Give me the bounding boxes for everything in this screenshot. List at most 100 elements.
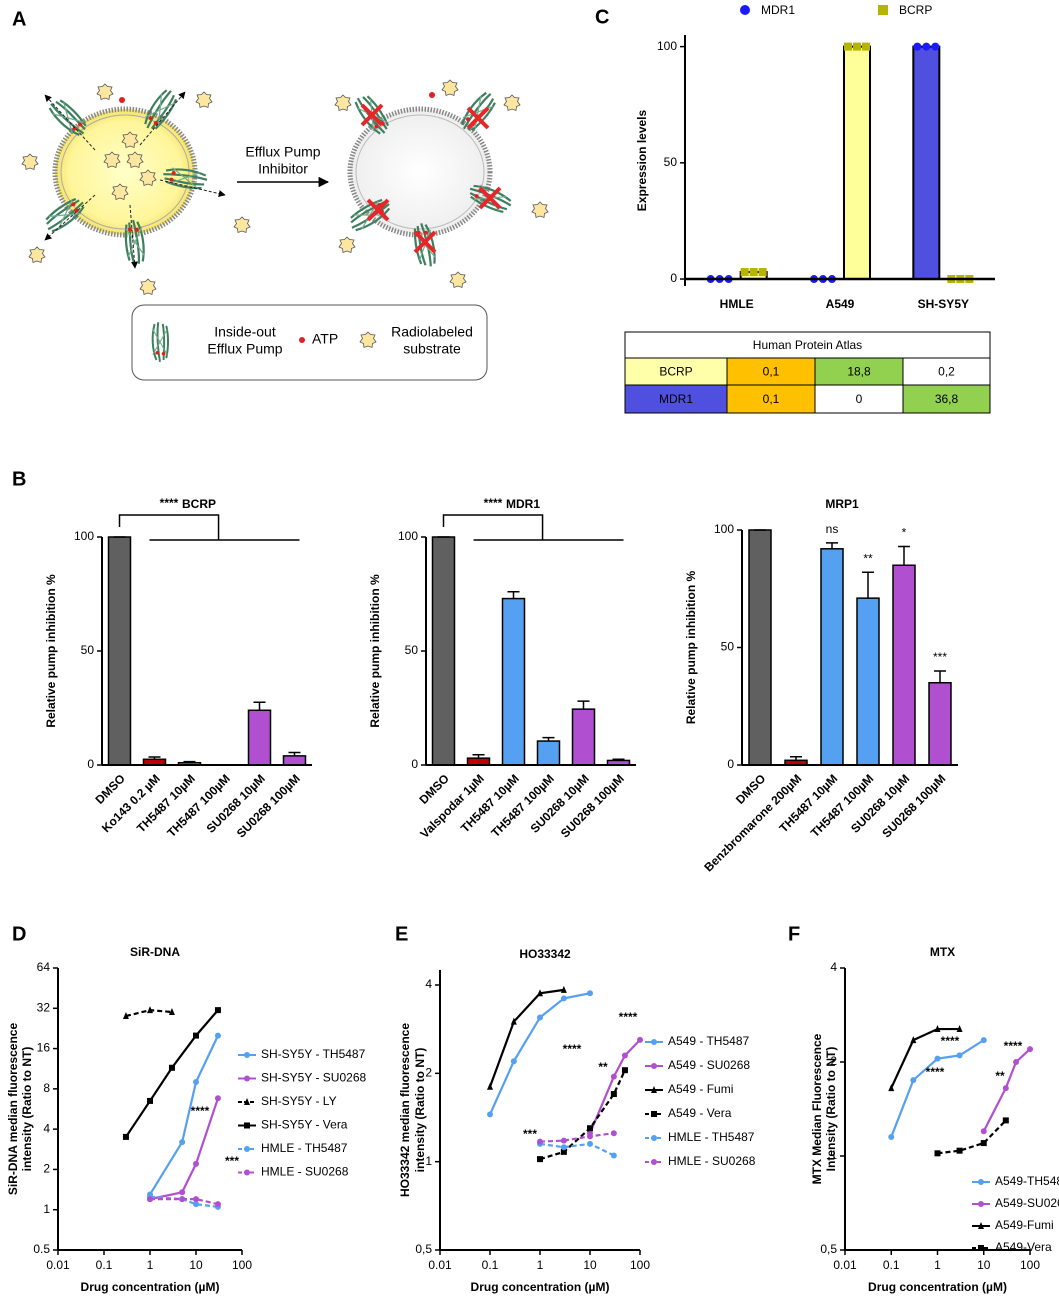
point: [168, 1064, 175, 1071]
legend-label: HMLE - TH5487: [668, 1130, 755, 1144]
point: [214, 1032, 221, 1039]
point: [651, 1135, 657, 1141]
y-axis-label: Expression levels: [635, 109, 649, 211]
x-tick-label: TH5487 100µM: [808, 771, 877, 840]
substrate: [21, 153, 39, 170]
table-cell: [624, 384, 728, 414]
series-line: [149, 1195, 219, 1208]
point: [978, 1222, 984, 1229]
x-tick-label: 100: [232, 1258, 252, 1272]
x-tick-label: 0.1: [482, 1258, 499, 1272]
significance: ***: [225, 1154, 239, 1168]
error-bar: [288, 751, 301, 756]
legend-label: A549 - SU0268: [668, 1058, 750, 1072]
error-bar: [934, 670, 946, 683]
point: [978, 1179, 984, 1185]
legend-box: [131, 304, 488, 381]
panel-letter: F: [788, 923, 800, 945]
table-cell-text: 0,1: [763, 365, 780, 379]
table-cell: [814, 384, 904, 414]
legend-text: substrate: [403, 341, 461, 357]
y-tick-label: 100: [714, 522, 734, 536]
y-tick-label: 0.5: [33, 1242, 50, 1256]
significance: ***: [933, 650, 947, 664]
significance: *: [902, 526, 907, 540]
point: [934, 1025, 941, 1033]
table-cell: [726, 357, 816, 386]
error-bar: [577, 700, 590, 710]
x-tick-label: 100: [630, 1258, 650, 1272]
point: [179, 1196, 186, 1203]
y-tick-label: 16: [37, 1041, 51, 1055]
table-title: Human Protein Atlas: [753, 338, 862, 352]
bar: [466, 757, 491, 766]
x-tick-label: 100: [1020, 1258, 1040, 1272]
point: [487, 1082, 493, 1090]
chart-title: MTX: [930, 945, 955, 959]
point: [978, 1201, 984, 1207]
legend-label: HMLE - SU0268: [261, 1165, 349, 1179]
table-cell: [902, 357, 991, 386]
bar: [856, 597, 880, 766]
y-tick-label: 100: [398, 529, 418, 543]
chart-title: MDR1: [506, 497, 540, 511]
legend-text: Inside-out: [214, 324, 276, 340]
bar: [536, 740, 561, 766]
bar: [571, 708, 596, 766]
x-axis-label: Drug concentration (µM): [81, 1280, 220, 1294]
legend-label: A549 - Vera: [668, 1106, 732, 1120]
significance: **: [995, 1069, 1005, 1083]
error-bar: [472, 753, 485, 759]
error-bar: [542, 736, 555, 742]
point: [651, 1159, 657, 1165]
point: [651, 1086, 657, 1093]
substrate: [195, 91, 213, 108]
error-bar: [612, 758, 625, 761]
legend-label: MDR1: [761, 3, 795, 17]
significance: ****: [1004, 1039, 1023, 1053]
bracket: [118, 514, 300, 541]
x-tick-label: SU0268 100µM: [558, 771, 627, 840]
series-line: [539, 1132, 614, 1143]
point: [193, 1196, 199, 1203]
significance: ****: [941, 1034, 960, 1048]
y-tick-label: 64: [37, 960, 51, 974]
series-line: [982, 1048, 1031, 1132]
point: [537, 1138, 543, 1145]
legend-label: A549 - Fumi: [668, 1082, 733, 1096]
significance: ****: [160, 496, 179, 510]
point: [122, 1133, 129, 1140]
bar: [820, 548, 844, 766]
x-tick-label: 0.1: [883, 1258, 900, 1272]
error-bar: [148, 756, 161, 760]
error-bar: [898, 545, 910, 566]
y-tick-label: 2: [830, 1054, 837, 1068]
y-axis-label: HO33342 median fluorescence: [398, 1023, 412, 1197]
point: [621, 1052, 628, 1059]
point: [610, 1152, 617, 1159]
point: [621, 1067, 628, 1074]
point: [587, 1133, 593, 1140]
substrate: [531, 201, 549, 218]
point: [193, 1079, 199, 1086]
point: [193, 1032, 199, 1039]
legend-atp: [299, 337, 305, 343]
point: [560, 1144, 567, 1151]
point: [179, 1189, 186, 1196]
legend-label: SH-SY5Y - Vera: [261, 1118, 348, 1132]
point: [749, 268, 758, 277]
point: [537, 1156, 543, 1163]
point: [910, 1036, 917, 1044]
point: [651, 1039, 657, 1045]
point: [610, 1073, 617, 1080]
substrate: [449, 271, 467, 288]
y-axis-label: intensity (Ratio to NT): [413, 1048, 427, 1173]
point: [1013, 1059, 1020, 1065]
y-axis-label: Intensity (Ratio to NT): [824, 1047, 838, 1172]
series-line: [150, 1198, 219, 1206]
y-tick-label: 0,5: [415, 1242, 432, 1256]
legend-label: A549-Vera: [995, 1240, 1052, 1254]
point: [1002, 1117, 1009, 1124]
point: [651, 1063, 657, 1069]
y-axis-label: Relative pump inhibition %: [368, 574, 382, 728]
